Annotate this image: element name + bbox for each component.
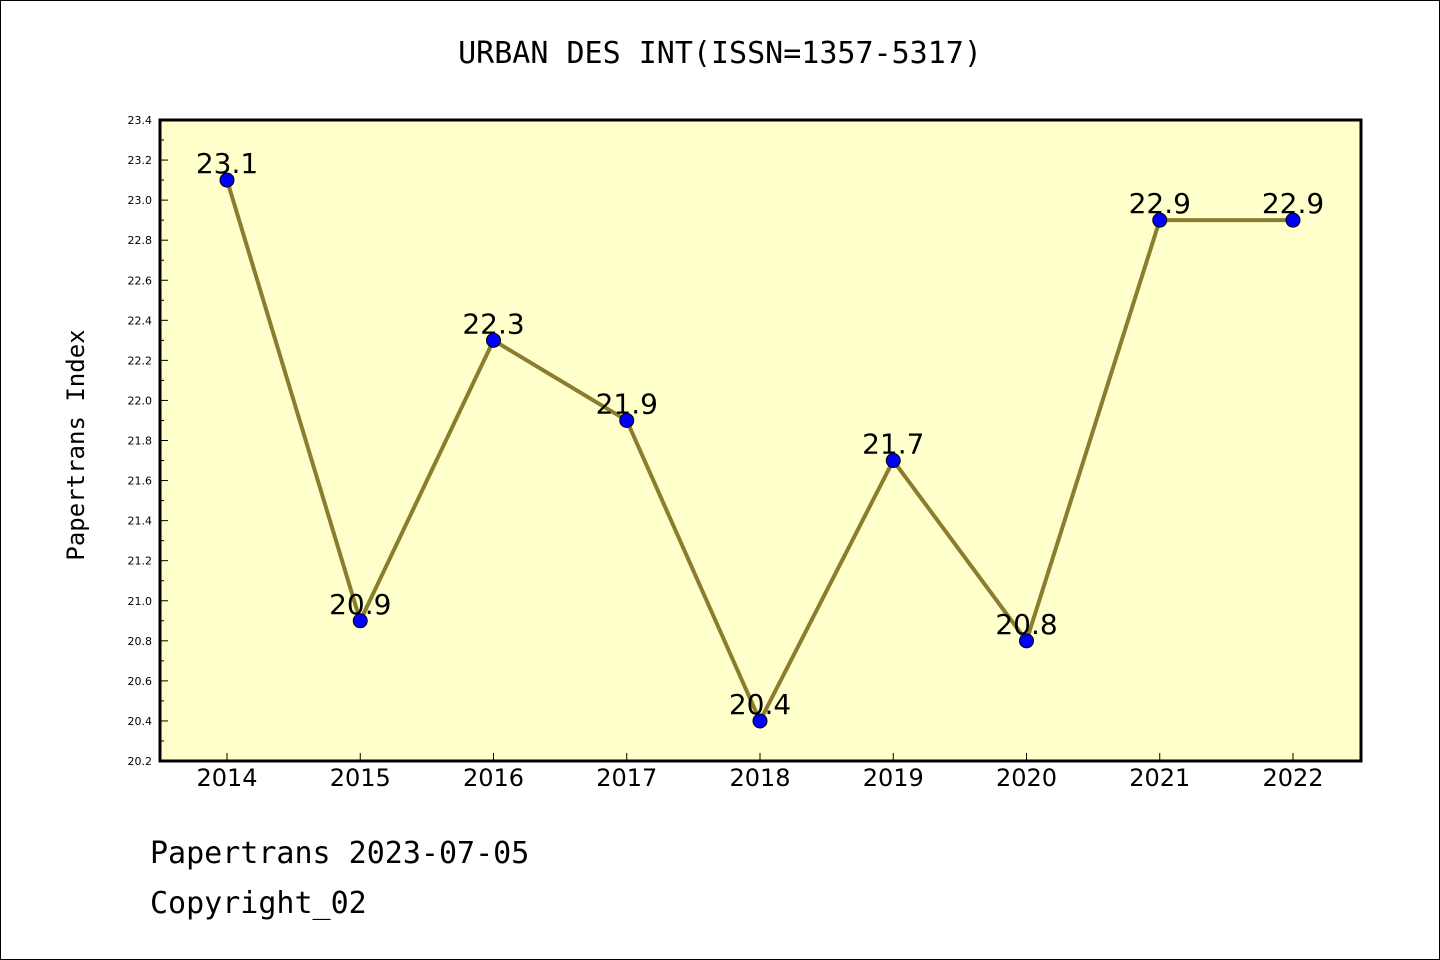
series-segment [358, 338, 496, 623]
y-tick-label: 23.4 [128, 114, 153, 127]
series-segment [225, 178, 363, 623]
data-point-2018 [752, 713, 768, 729]
x-tick-label-2019: 2019 [863, 764, 924, 792]
y-tick-label: 23.0 [128, 194, 153, 207]
x-tick-label-2021: 2021 [1129, 764, 1190, 792]
data-markers [219, 172, 1301, 729]
y-tick-label: 21.4 [128, 515, 153, 528]
y-tick-label: 22.8 [128, 234, 153, 247]
value-label-2016: 22.3 [462, 307, 524, 340]
x-tick-label-2016: 2016 [463, 764, 524, 792]
y-tick-label: 22.4 [128, 314, 153, 327]
y-tick-label: 22.0 [128, 394, 153, 407]
chart-title: URBAN DES INT(ISSN=1357-5317) [458, 36, 982, 71]
data-point-2019 [885, 453, 901, 469]
value-label-2020: 20.8 [995, 608, 1057, 641]
y-axis-ticks: 20.2 20.4 20.6 20.8 21.0 21.2 21.4 21.6 21.8 22.0… [128, 114, 168, 768]
y-tick-label: 21.8 [128, 435, 153, 448]
series-segment [891, 458, 1029, 643]
data-value-labels: 23.1 20.9 22.3 21.9 20.4 21.7 20.8 22.9 22.9 [196, 147, 1324, 721]
data-point-2021 [1152, 212, 1168, 228]
footer-copyright-label: Copyright_02 [150, 886, 367, 921]
value-label-2021: 22.9 [1129, 187, 1191, 220]
data-point-2015 [352, 613, 368, 629]
series-segment [624, 418, 762, 723]
data-point-2022 [1285, 212, 1301, 228]
y-tick-label: 21.6 [128, 475, 153, 488]
x-tick-label-2022: 2022 [1262, 764, 1323, 792]
x-tick-label-2017: 2017 [596, 764, 657, 792]
y-tick-label: 20.4 [128, 715, 153, 728]
data-point-2017 [619, 412, 635, 428]
series-segment [1024, 218, 1162, 643]
x-tick-label-2020: 2020 [996, 764, 1057, 792]
y-tick-label: 21.0 [128, 595, 153, 608]
y-tick-label: 20.2 [128, 755, 153, 768]
y-tick-label: 23.2 [128, 154, 153, 167]
y-tick-label: 22.2 [128, 354, 153, 367]
x-axis-ticks: 2014 2015 2016 2017 2018 2019 2020 2021 2022 [196, 753, 1324, 792]
y-tick-label: 20.6 [128, 675, 153, 688]
data-point-2016 [486, 332, 501, 348]
value-label-2017: 21.9 [596, 387, 658, 420]
value-label-2019: 21.7 [862, 428, 924, 461]
value-label-2022: 22.9 [1262, 187, 1324, 220]
series-segment [758, 458, 896, 723]
y-tick-label: 21.2 [128, 555, 153, 568]
data-point-2020 [1019, 633, 1034, 649]
series-segment [491, 338, 629, 423]
series-line-group [225, 178, 1295, 723]
value-label-2018: 20.4 [729, 688, 791, 721]
y-tick-label: 22.6 [128, 274, 153, 287]
x-tick-label-2015: 2015 [330, 764, 391, 792]
x-tick-label-2014: 2014 [196, 764, 257, 792]
value-label-2014: 23.1 [196, 147, 258, 180]
x-tick-label-2018: 2018 [729, 764, 790, 792]
data-point-2014 [219, 172, 235, 188]
y-tick-label: 20.8 [128, 635, 153, 648]
value-label-2015: 20.9 [329, 588, 391, 621]
footer-date-label: Papertrans 2023-07-05 [150, 836, 530, 871]
